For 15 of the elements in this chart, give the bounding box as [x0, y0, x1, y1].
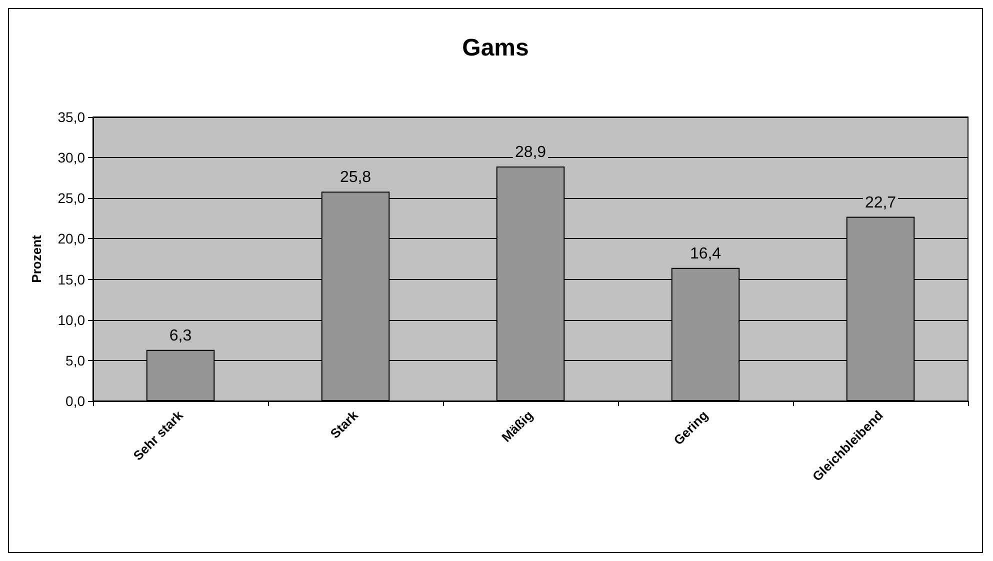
data-label: 6,3 — [169, 327, 192, 344]
y-tick-label: 0,0 — [66, 393, 86, 409]
y-tick-label: 10,0 — [58, 312, 86, 328]
y-tick-label: 5,0 — [66, 352, 86, 368]
data-label: 16,4 — [690, 245, 722, 262]
data-label: 25,8 — [340, 169, 372, 186]
chart-title: Gams — [462, 34, 529, 62]
y-tick-label: 30,0 — [58, 150, 86, 166]
y-tick-label: 25,0 — [58, 190, 86, 206]
y-tick-label: 20,0 — [58, 230, 86, 247]
data-label: 22,7 — [864, 194, 896, 212]
y-tick-label: 15,0 — [58, 271, 86, 288]
y-axis-title: Prozent — [29, 234, 44, 283]
data-label: 28,9 — [514, 144, 546, 161]
y-tick-label: 35,0 — [58, 109, 86, 125]
